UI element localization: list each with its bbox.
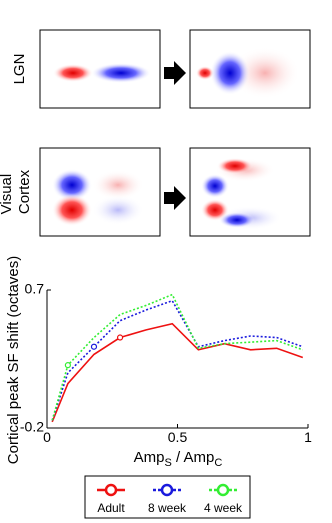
x-label-part: / Amp	[172, 449, 215, 466]
row-label-line: Visual	[0, 174, 15, 215]
legend-marker	[160, 483, 174, 497]
legend-label: 8 week	[148, 501, 187, 515]
series-marker	[116, 334, 124, 341]
y-tick-label: -0.2	[20, 419, 44, 435]
blue-blob	[219, 212, 255, 228]
red-blob	[217, 158, 253, 174]
series-marker	[64, 362, 71, 369]
blue-blob	[201, 174, 229, 198]
x-label-part: Amp	[134, 449, 165, 466]
x-label-part: C	[214, 457, 222, 469]
red-blob	[201, 199, 229, 221]
row-label: LGN	[11, 54, 28, 85]
legend-label: Adult	[97, 501, 125, 515]
x-tick-label: 0	[43, 429, 51, 445]
blue-blob	[210, 51, 250, 95]
x-label-part: S	[165, 457, 172, 469]
lgn-panels: LGN	[11, 29, 311, 109]
x-axis-label: AmpS / AmpC	[134, 449, 223, 469]
series-line	[51, 322, 304, 423]
x-tick-label: 0.5	[168, 429, 188, 445]
row-label-line: Cortex	[16, 169, 33, 214]
cortex-panels: Visual Cortex	[0, 147, 311, 237]
lightblue-blob	[92, 195, 144, 225]
legend-label: 4 week	[204, 501, 243, 515]
series-line	[51, 299, 304, 421]
series-marker	[90, 343, 98, 350]
red-blob	[196, 66, 214, 80]
blue-blob	[52, 169, 92, 201]
legend-marker	[104, 483, 118, 497]
y-axis-label: Cortical peak SF shift (octaves)	[5, 256, 22, 464]
blue-blob	[91, 63, 151, 83]
red-blob	[53, 64, 93, 82]
legend	[84, 475, 251, 519]
series-line	[51, 293, 304, 421]
row-label: Visual Cortex	[0, 169, 33, 214]
y-tick-label: 0.7	[25, 281, 45, 297]
red-blob	[52, 194, 92, 226]
pink-ring	[230, 47, 300, 99]
x-tick-label: 1	[304, 429, 312, 445]
legend-marker	[216, 483, 230, 497]
arrow	[164, 61, 186, 85]
line-chart: Cortical peak SF shift (octaves) AmpS / …	[5, 256, 222, 469]
arrow	[164, 186, 186, 210]
pink-blob	[92, 170, 144, 200]
